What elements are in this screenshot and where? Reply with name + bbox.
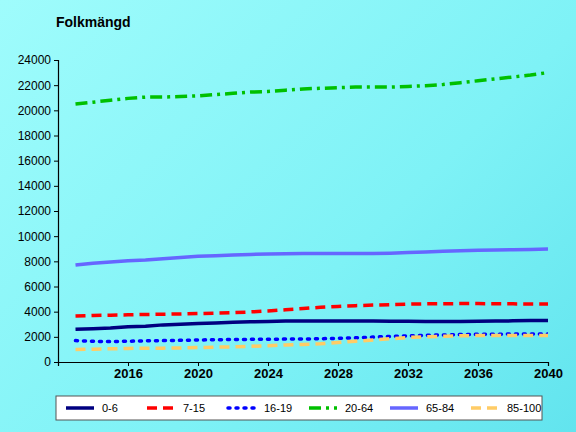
legend-label: 7-15 xyxy=(183,402,205,414)
y-tick-mark xyxy=(54,236,58,237)
x-tick-label: 2020 xyxy=(184,366,213,381)
x-tick-label: 2028 xyxy=(324,366,353,381)
y-tick: 18000 xyxy=(18,129,58,143)
y-tick: 4000 xyxy=(24,305,58,319)
y-tick-label: 6000 xyxy=(24,280,51,294)
y-tick-label: 16000 xyxy=(18,154,52,168)
y-axis-line xyxy=(54,61,59,363)
y-tick-mark xyxy=(54,136,58,137)
legend-swatch xyxy=(390,406,418,410)
y-axis: 0 2000 4000 6000 8000 10000 12000 14000 16000 180… xyxy=(18,53,59,369)
legend-label: 0-6 xyxy=(102,402,118,414)
legend-label: 16-19 xyxy=(264,402,292,414)
y-tick: 8000 xyxy=(24,255,58,269)
y-tick-mark xyxy=(54,211,58,212)
y-tick: 16000 xyxy=(18,154,58,168)
legend: 0-6 7-15 16-19 20-64 65-84 85-100 xyxy=(56,396,542,420)
y-tick: 12000 xyxy=(18,204,58,218)
series-line xyxy=(76,320,549,329)
y-tick: 6000 xyxy=(24,280,58,294)
x-tick: 2016 xyxy=(114,362,143,381)
y-tick-label: 8000 xyxy=(24,255,51,269)
x-axis: 2016 2020 2024 2028 2032 2036 2040 xyxy=(59,362,563,381)
y-tick-mark xyxy=(54,60,58,61)
x-tick-label: 2032 xyxy=(394,366,423,381)
y-tick-label: 18000 xyxy=(18,129,52,143)
y-tick-label: 14000 xyxy=(18,179,52,193)
y-tick-mark xyxy=(54,337,58,338)
x-tick-label: 2016 xyxy=(114,366,143,381)
legend-swatch xyxy=(66,406,94,410)
y-tick: 20000 xyxy=(18,104,58,118)
legend-label: 20-64 xyxy=(345,402,373,414)
x-tick-label: 2024 xyxy=(254,366,284,381)
y-tick: 22000 xyxy=(18,79,58,93)
x-tick: 2032 xyxy=(394,362,423,381)
x-tick: 2028 xyxy=(324,362,353,381)
series-line xyxy=(76,304,549,316)
plot-area xyxy=(76,73,549,350)
y-tick-label: 10000 xyxy=(18,230,52,244)
legend-box xyxy=(56,396,542,420)
y-tick-label: 2000 xyxy=(24,330,51,344)
chart: Folkmängd 0 2000 4000 6000 8000 10000 12000 1400… xyxy=(0,0,576,432)
y-tick-mark xyxy=(54,161,58,162)
y-tick-mark xyxy=(54,287,58,288)
y-tick-mark xyxy=(54,186,58,187)
series-line xyxy=(76,336,549,350)
y-tick: 24000 xyxy=(18,53,58,67)
y-tick: 2000 xyxy=(24,330,58,344)
legend-swatch xyxy=(228,406,256,410)
y-tick-mark xyxy=(54,362,58,363)
y-tick-label: 4000 xyxy=(24,305,51,319)
legend-swatch xyxy=(309,406,337,410)
y-tick-label: 0 xyxy=(44,355,51,369)
y-tick-label: 24000 xyxy=(18,53,52,67)
y-tick-mark xyxy=(54,110,58,111)
legend-label: 85-100 xyxy=(507,402,541,414)
y-tick-label: 12000 xyxy=(18,204,52,218)
y-tick: 10000 xyxy=(18,230,58,244)
x-tick: 2036 xyxy=(464,362,493,381)
y-tick-mark xyxy=(54,312,58,313)
y-tick-label: 20000 xyxy=(18,104,52,118)
y-tick-mark xyxy=(54,261,58,262)
title: Folkmängd xyxy=(56,14,131,30)
y-tick: 0 xyxy=(44,355,58,369)
x-tick-label: 2040 xyxy=(534,366,563,381)
legend-swatch xyxy=(471,406,499,410)
series-line xyxy=(76,249,549,265)
x-tick-label: 2036 xyxy=(464,366,493,381)
x-tick: 2020 xyxy=(184,362,213,381)
y-tick-label: 22000 xyxy=(18,79,52,93)
y-tick: 14000 xyxy=(18,179,58,193)
series-line xyxy=(76,73,549,104)
legend-swatch xyxy=(147,406,175,410)
legend-label: 65-84 xyxy=(426,402,454,414)
y-tick-mark xyxy=(54,85,58,86)
x-tick: 2024 xyxy=(254,362,284,381)
x-tick: 2040 xyxy=(534,362,563,381)
